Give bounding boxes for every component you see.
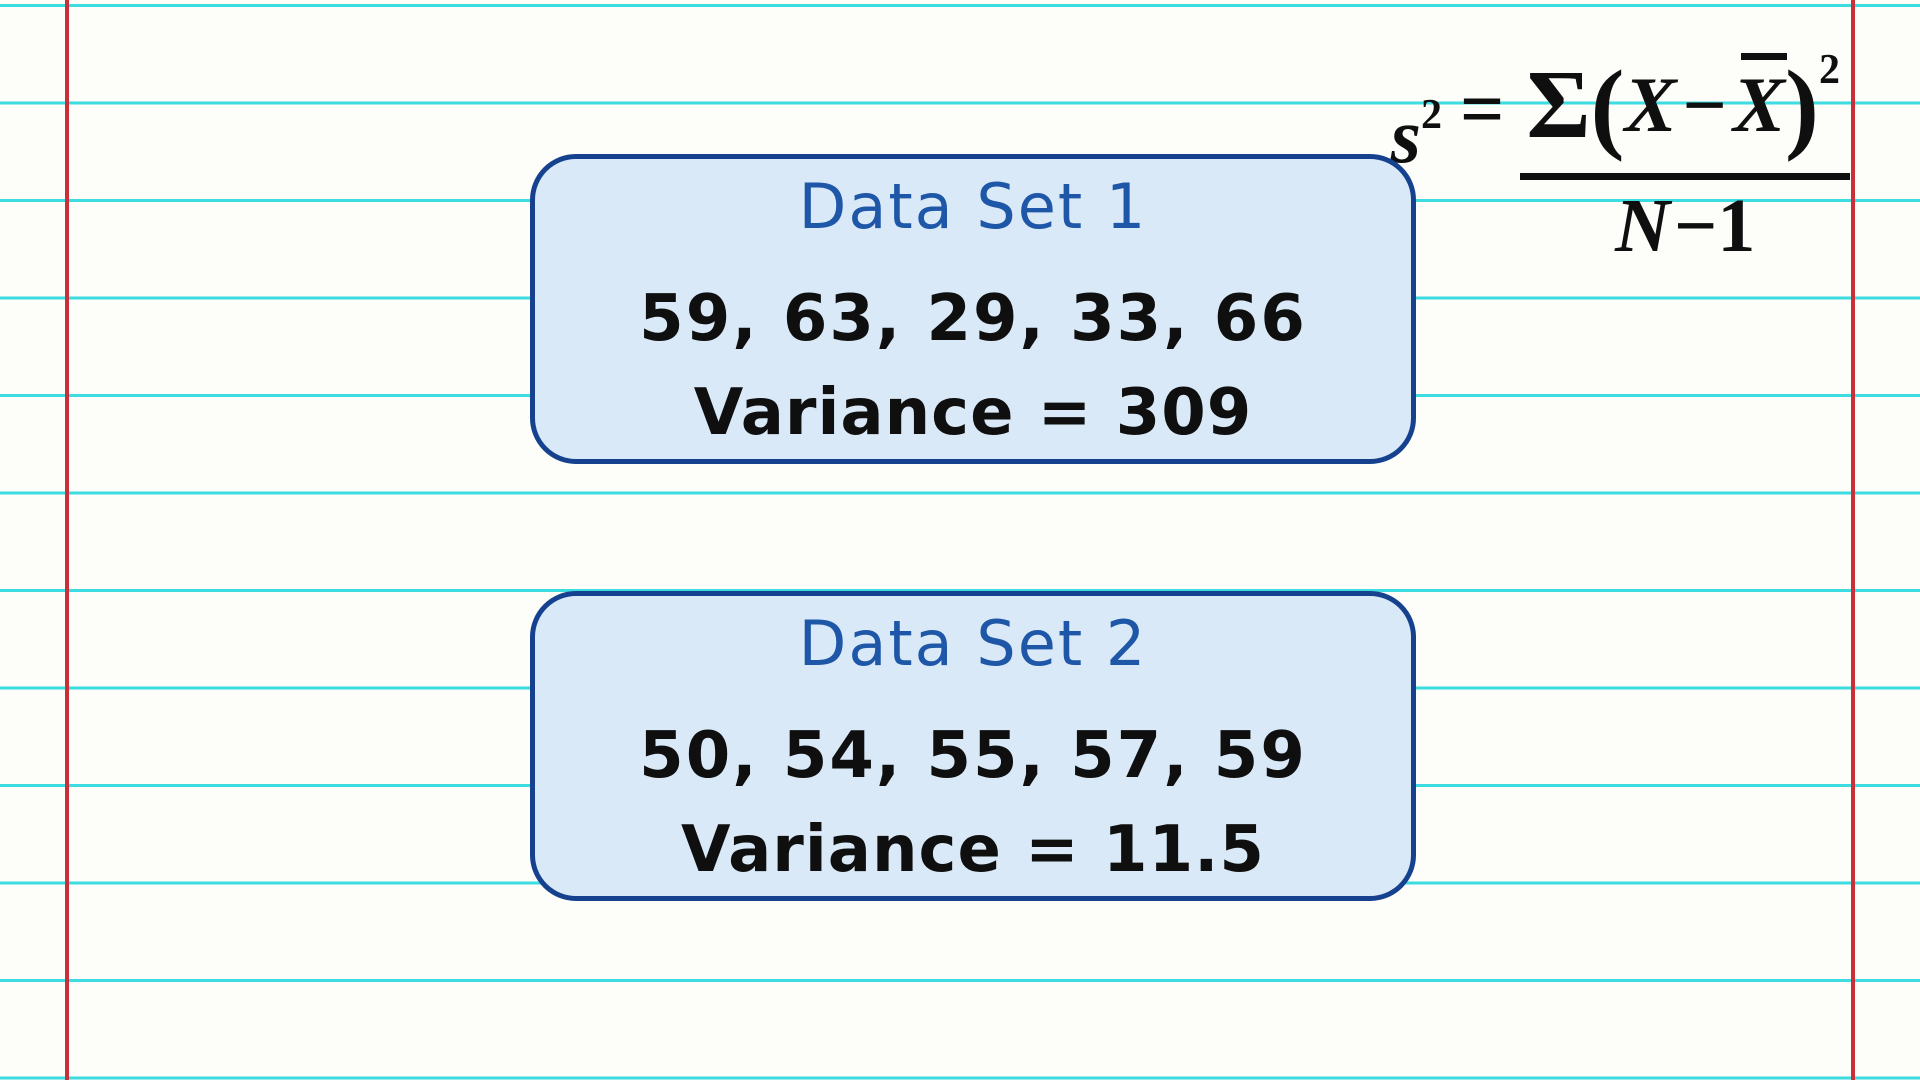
- minus-sign: −: [1682, 61, 1727, 148]
- data-set-1-title: Data Set 1: [798, 170, 1148, 243]
- data-set-1-variance: Variance = 309: [693, 376, 1253, 450]
- data-set-1-values: 59, 63, 29, 33, 66: [639, 282, 1307, 356]
- formula-numerator: Σ(X−X)2: [1520, 12, 1850, 180]
- formula-fraction: Σ(X−X)2 N−1: [1520, 12, 1850, 272]
- data-set-2-card: Data Set 2 50, 54, 55, 57, 59 Variance =…: [530, 591, 1416, 901]
- sample-variance-formula: s2 = Σ(X−X)2 N−1: [1391, 12, 1850, 272]
- formula-squared-exponent: 2: [1819, 47, 1840, 93]
- formula-s-exponent: 2: [1421, 92, 1443, 138]
- left-margin-line: [65, 0, 69, 1080]
- sigma-symbol: Σ: [1526, 51, 1591, 159]
- data-set-1-card: Data Set 1 59, 63, 29, 33, 66 Variance =…: [530, 154, 1416, 464]
- denominator-minus-one: −1: [1674, 184, 1756, 268]
- formula-denominator: N−1: [1615, 180, 1755, 272]
- open-paren: (: [1590, 50, 1625, 163]
- data-set-2-values: 50, 54, 55, 57, 59: [639, 719, 1307, 793]
- formula-x-bar: X: [1733, 51, 1788, 159]
- close-paren: ): [1785, 50, 1819, 163]
- data-set-2-variance: Variance = 11.5: [681, 813, 1265, 887]
- formula-variable-n: N: [1615, 184, 1671, 268]
- right-margin-line: [1851, 0, 1855, 1080]
- formula-lhs: s2: [1391, 76, 1442, 175]
- formula-variable-x: X: [1624, 61, 1677, 148]
- data-set-2-title: Data Set 2: [798, 607, 1148, 680]
- formula-equals-sign: =: [1460, 65, 1505, 152]
